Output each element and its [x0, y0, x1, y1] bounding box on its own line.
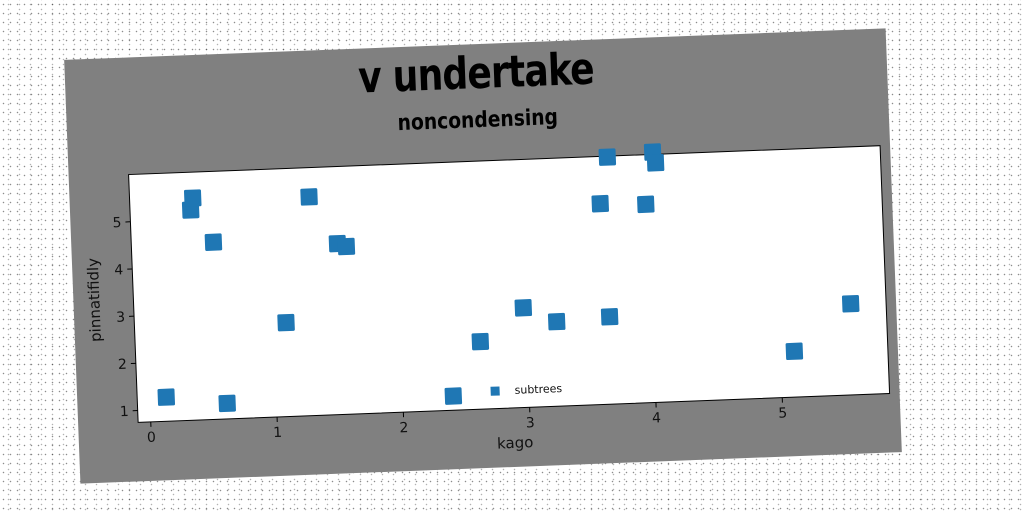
x-tick-label: 5: [778, 405, 788, 421]
data-point: [444, 387, 463, 405]
data-point: [157, 388, 176, 406]
data-point: [547, 312, 566, 331]
y-tick-label: 2: [118, 357, 128, 373]
data-point: [637, 195, 655, 214]
data-point: [785, 342, 804, 361]
y-tick-label: 1: [120, 404, 130, 420]
data-point: [337, 237, 356, 256]
y-tick-label: 4: [114, 262, 124, 278]
x-tick-label: 3: [525, 415, 535, 431]
chart-figure: v undertake noncondensing 0 1 2 3 4 5 1 2 3 4 5 kag…: [64, 28, 902, 484]
x-tick-label: 2: [399, 420, 409, 436]
x-tick-label: 0: [147, 430, 157, 446]
x-tick-label: 1: [273, 425, 283, 441]
data-point: [300, 188, 318, 206]
data-point: [591, 194, 610, 213]
x-tick-label: 4: [652, 410, 662, 426]
data-point: [471, 332, 490, 351]
y-axis-label: pinnatifidly: [84, 258, 105, 343]
y-tick-label: 3: [116, 310, 126, 326]
scatter-plot: 0 1 2 3 4 5 1 2 3 4 5 kago pinnatifidly subtrees: [84, 143, 891, 453]
y-tick-label: 5: [112, 215, 122, 231]
data-point: [600, 308, 619, 326]
data-point: [598, 148, 617, 166]
x-axis-label: kago: [497, 433, 534, 452]
legend-label: subtrees: [514, 382, 562, 397]
data-point: [218, 394, 236, 413]
data-point: [841, 294, 860, 313]
data-point: [514, 299, 533, 317]
data-point: [646, 154, 665, 172]
data-point: [277, 313, 295, 332]
data-point: [204, 233, 223, 251]
data-point: [183, 189, 202, 207]
legend-marker: [490, 386, 500, 396]
plot-area: [128, 145, 891, 423]
